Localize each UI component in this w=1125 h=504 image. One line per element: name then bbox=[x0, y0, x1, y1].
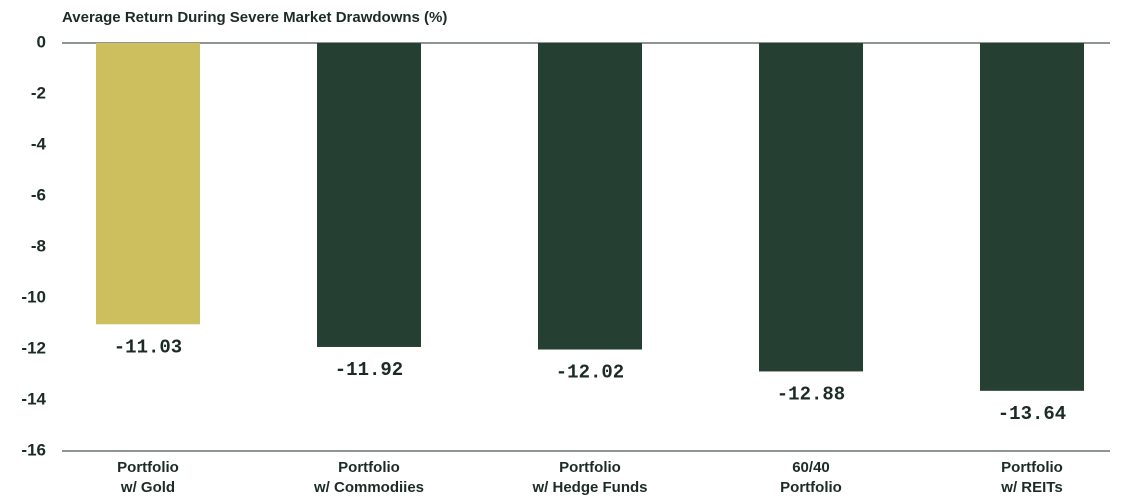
value-label: -12.88 bbox=[777, 383, 845, 405]
bar bbox=[980, 43, 1084, 391]
x-tick-label: Portfolio w/ Commodiies bbox=[313, 459, 425, 496]
y-tick-label: -2 bbox=[31, 83, 46, 102]
bar bbox=[96, 43, 200, 325]
y-tick-label: 0 bbox=[37, 32, 46, 51]
bar bbox=[317, 43, 421, 347]
y-tick-label: -16 bbox=[21, 440, 46, 459]
value-label: -13.64 bbox=[998, 403, 1066, 425]
x-tick-label: Portfolio w/ Hedge Funds bbox=[532, 459, 648, 496]
x-tick-label: Portfolio w/ Gold bbox=[117, 459, 179, 496]
y-tick-label: -14 bbox=[21, 389, 46, 408]
y-tick-label: -6 bbox=[31, 185, 46, 204]
x-tick-label: 60/40 Portfolio bbox=[780, 459, 842, 496]
value-label: -12.02 bbox=[556, 362, 624, 384]
y-tick-label: -4 bbox=[31, 134, 47, 153]
bar bbox=[538, 43, 642, 350]
bar bbox=[759, 43, 863, 372]
x-tick-label: Portfolio w/ REITs bbox=[1001, 459, 1063, 496]
y-tick-label: -8 bbox=[31, 236, 46, 255]
value-label: -11.92 bbox=[335, 359, 403, 381]
value-label: -11.03 bbox=[114, 336, 182, 358]
y-tick-label: -12 bbox=[21, 338, 46, 357]
y-tick-label: -10 bbox=[21, 287, 46, 306]
chart-title: Average Return During Severe Market Draw… bbox=[62, 9, 447, 26]
